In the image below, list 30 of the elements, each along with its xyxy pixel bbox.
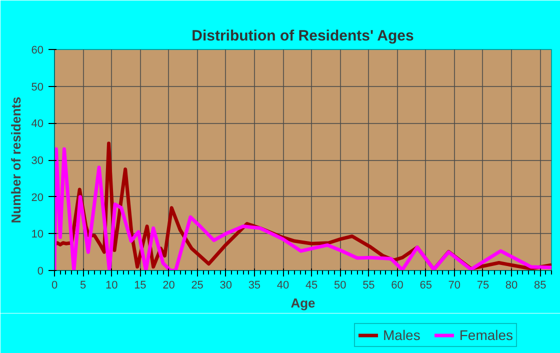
x-tick-label: 50: [334, 280, 346, 292]
x-tick-label: 10: [106, 280, 118, 292]
x-tick-label: 45: [305, 280, 318, 292]
y-axis-title: Number of residents: [8, 96, 24, 224]
x-axis-title: Age: [290, 296, 316, 310]
x-tick-label: 75: [476, 280, 490, 292]
y-tick-label: 10: [31, 228, 44, 241]
y-tick-label: 20: [31, 192, 44, 204]
x-tick-label: 80: [505, 280, 518, 292]
x-tick-label: 40: [276, 280, 290, 292]
y-tick-label: 40: [31, 118, 44, 130]
legend-label: Males: [383, 327, 420, 343]
x-tick-label: 85: [534, 280, 546, 292]
y-tick-label: 60: [31, 44, 44, 56]
x-tick-label: 5: [80, 280, 86, 292]
x-tick-label: 55: [362, 280, 375, 292]
y-tick-label: 50: [31, 81, 44, 94]
y-tick-label: 30: [31, 155, 44, 167]
y-tick-label: 0: [37, 266, 44, 278]
x-tick-label: 20: [162, 280, 175, 292]
x-tick-label: 30: [220, 280, 232, 292]
x-tick-label: 70: [448, 280, 461, 292]
x-tick-label: 35: [248, 280, 261, 292]
legend-label: Females: [459, 327, 514, 343]
x-tick-label: 0: [51, 280, 58, 292]
x-tick-label: 65: [420, 280, 432, 292]
x-tick-label: 25: [191, 280, 204, 292]
x-tick-label: 15: [134, 280, 146, 292]
x-tick-label: 60: [391, 280, 404, 292]
chart-title: Distribution of Residents' Ages: [192, 28, 414, 44]
